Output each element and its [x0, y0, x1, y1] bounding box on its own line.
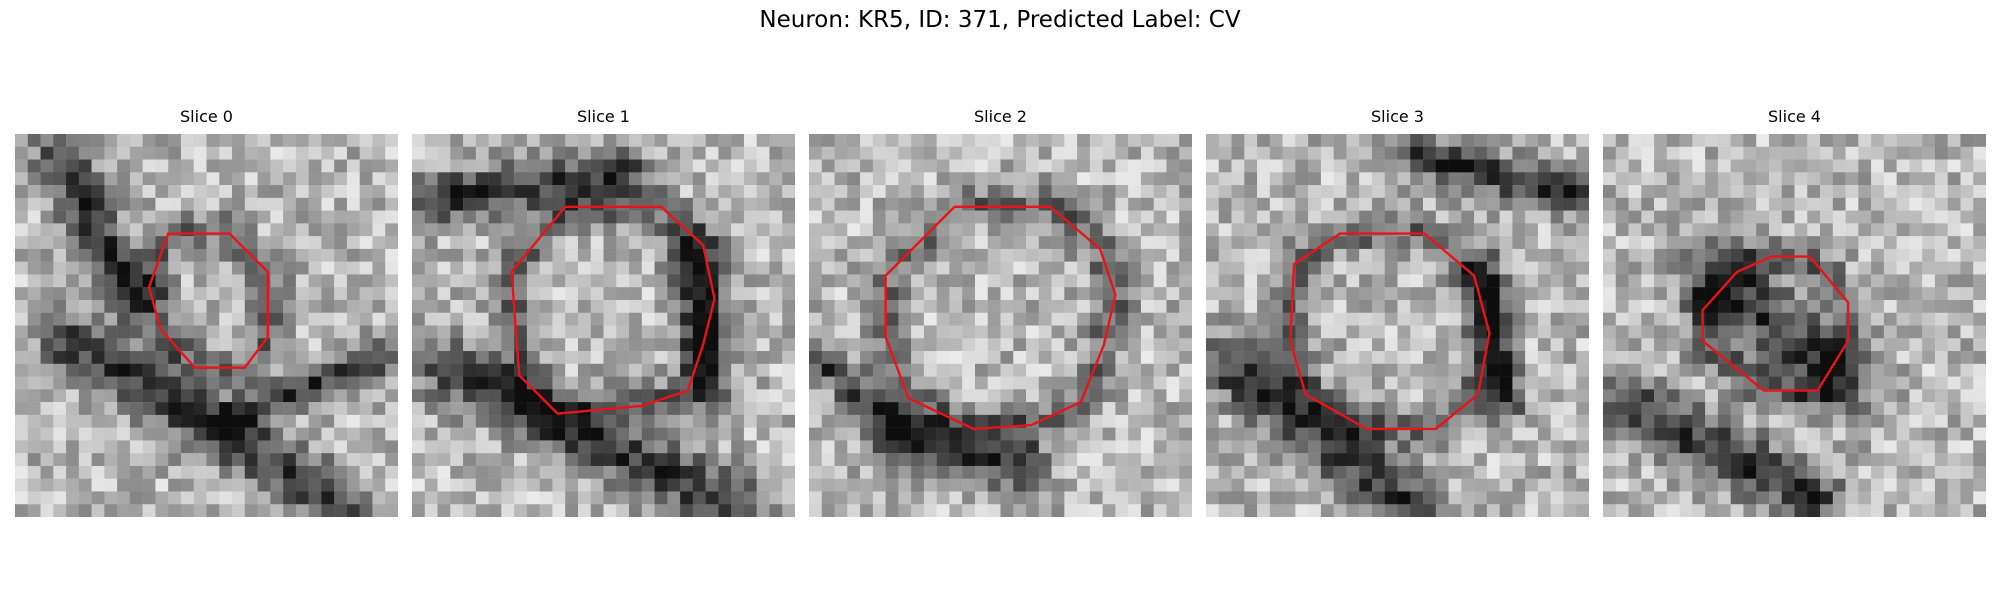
slice-panel-0: Slice 0: [15, 107, 398, 517]
figure-title: Neuron: KR5, ID: 371, Predicted Label: C…: [759, 7, 1241, 33]
grayscale-pixels-2: [809, 134, 1192, 517]
slice-image-4: [1603, 134, 1986, 517]
slice-panel-2: Slice 2: [809, 107, 1192, 517]
slice-image-3: [1206, 134, 1589, 517]
slice-image-1: [412, 134, 795, 517]
grayscale-pixels-1: [412, 134, 795, 517]
slice-title-2: Slice 2: [974, 107, 1027, 126]
grayscale-pixels-4: [1603, 134, 1986, 517]
contour-outline-2: [886, 207, 1116, 429]
contour-outline-1: [512, 207, 715, 414]
grayscale-pixels-3: [1206, 134, 1589, 517]
grayscale-pixels-0: [15, 134, 398, 517]
slice-image-0: [15, 134, 398, 517]
slice-title-4: Slice 4: [1768, 107, 1821, 126]
slice-title-3: Slice 3: [1371, 107, 1424, 126]
slice-image-2: [809, 134, 1192, 517]
slice-panel-3: Slice 3: [1206, 107, 1589, 517]
contour-outline-4: [1703, 257, 1849, 391]
contour-outline-3: [1290, 234, 1489, 429]
slice-title-1: Slice 1: [577, 107, 630, 126]
slice-title-0: Slice 0: [180, 107, 233, 126]
contour-outline-0: [149, 234, 268, 368]
slice-panel-1: Slice 1: [412, 107, 795, 517]
slice-panel-4: Slice 4: [1603, 107, 1986, 517]
